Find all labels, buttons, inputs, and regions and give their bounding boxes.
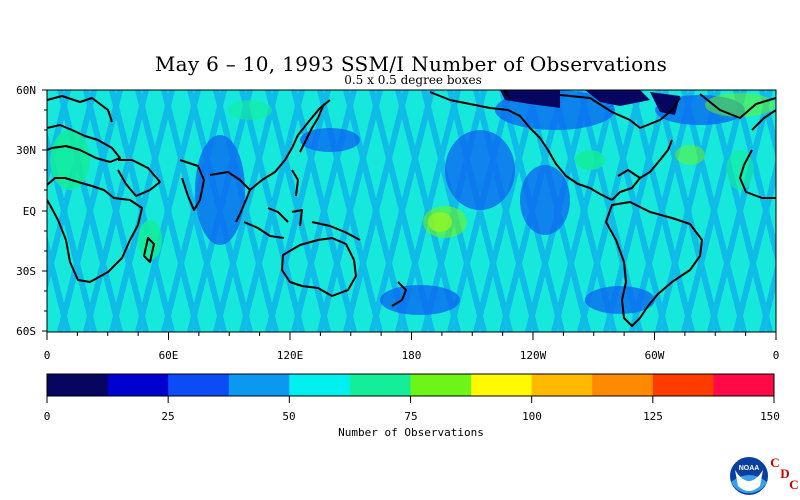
longitude-axis: 0 60E 120E 180 120W 60W 0 (44, 332, 780, 362)
map-subtitle: 0.5 x 0.5 degree boxes (344, 73, 482, 87)
lon-label-60w: 60W (645, 349, 665, 362)
colorbar-segment (471, 374, 533, 396)
colorbar-tick-150: 150 (760, 410, 780, 423)
swath-line (788, 90, 800, 332)
swath-line (733, 158, 776, 332)
colorbar-label: Number of Observations (338, 426, 484, 439)
swath-line (759, 90, 776, 159)
lon-label-180: 180 (402, 349, 422, 362)
noaa-logo: NOAA C D C (728, 455, 799, 497)
lon-label-0-end: 0 (773, 349, 780, 362)
lat-label-60s: 60S (16, 325, 36, 338)
colorbar-segment (713, 374, 775, 396)
colorbar-segment (168, 374, 230, 396)
noaa-logo-text: NOAA (739, 465, 760, 472)
observation-field (0, 90, 800, 332)
lat-label-eq: EQ (23, 205, 36, 218)
cdc-letter-c2: C (789, 477, 798, 492)
map-title: May 6 – 10, 1993 SSM/I Number of Observa… (154, 52, 668, 76)
colorbar-segment (228, 374, 290, 396)
lat-label-60n: 60N (16, 84, 36, 97)
swath-line (655, 90, 721, 332)
orbit-swaths (0, 90, 800, 332)
high-count-regions (50, 93, 775, 260)
coastlines (47, 90, 776, 327)
colorbar-segment (592, 374, 654, 396)
swath-line (447, 90, 513, 332)
swath-line (0, 90, 16, 332)
lon-label-120e: 120E (277, 349, 304, 362)
swath-line (135, 90, 201, 332)
colorbar-segment (349, 374, 411, 396)
colorbar-tick-125: 125 (643, 410, 663, 423)
swath-line (369, 90, 435, 332)
cdc-letter-c1: C (770, 455, 779, 470)
swath-line (343, 90, 409, 332)
swath-line (239, 90, 305, 332)
colorbar: 0 25 50 75 100 125 150 Number of Observa… (44, 373, 780, 439)
lon-label-120w: 120W (520, 349, 547, 362)
colorbar-segment (531, 374, 593, 396)
swath-line (473, 90, 539, 332)
swath-line (47, 234, 71, 332)
cdc-letter-d: D (780, 466, 789, 481)
lon-label-60e: 60E (159, 349, 179, 362)
lat-label-30n: 30N (16, 144, 36, 157)
noaa-logo-bird (735, 470, 763, 491)
lat-label-30s: 30S (16, 265, 36, 278)
swath-line (57, 90, 123, 332)
swath-line (707, 90, 773, 332)
swath-line (759, 263, 776, 332)
swath-line (83, 90, 149, 332)
latitude-axis: 60N 30N EQ 30S 60S (16, 84, 47, 338)
swath-line (161, 90, 227, 332)
swath-line (47, 90, 71, 188)
swath-line (317, 90, 383, 332)
swath-line (47, 90, 97, 293)
colorbar-tick-0: 0 (44, 410, 51, 423)
lon-label-0: 0 (44, 349, 51, 362)
colorbar-tick-25: 25 (161, 410, 174, 423)
swath-line (0, 90, 16, 332)
colorbar-tick-100: 100 (522, 410, 542, 423)
colorbar-segment (652, 374, 714, 396)
colorbar-segment (410, 374, 472, 396)
colorbar-segment (47, 374, 109, 396)
swath-line (681, 90, 747, 332)
swath-line (213, 90, 279, 332)
swath-line (551, 90, 617, 332)
colorbar-tick-75: 75 (404, 410, 417, 423)
swath-line (788, 90, 800, 332)
colorbar-segment (289, 374, 351, 396)
colorbar-segment (107, 374, 169, 396)
colorbar-tick-50: 50 (282, 410, 295, 423)
